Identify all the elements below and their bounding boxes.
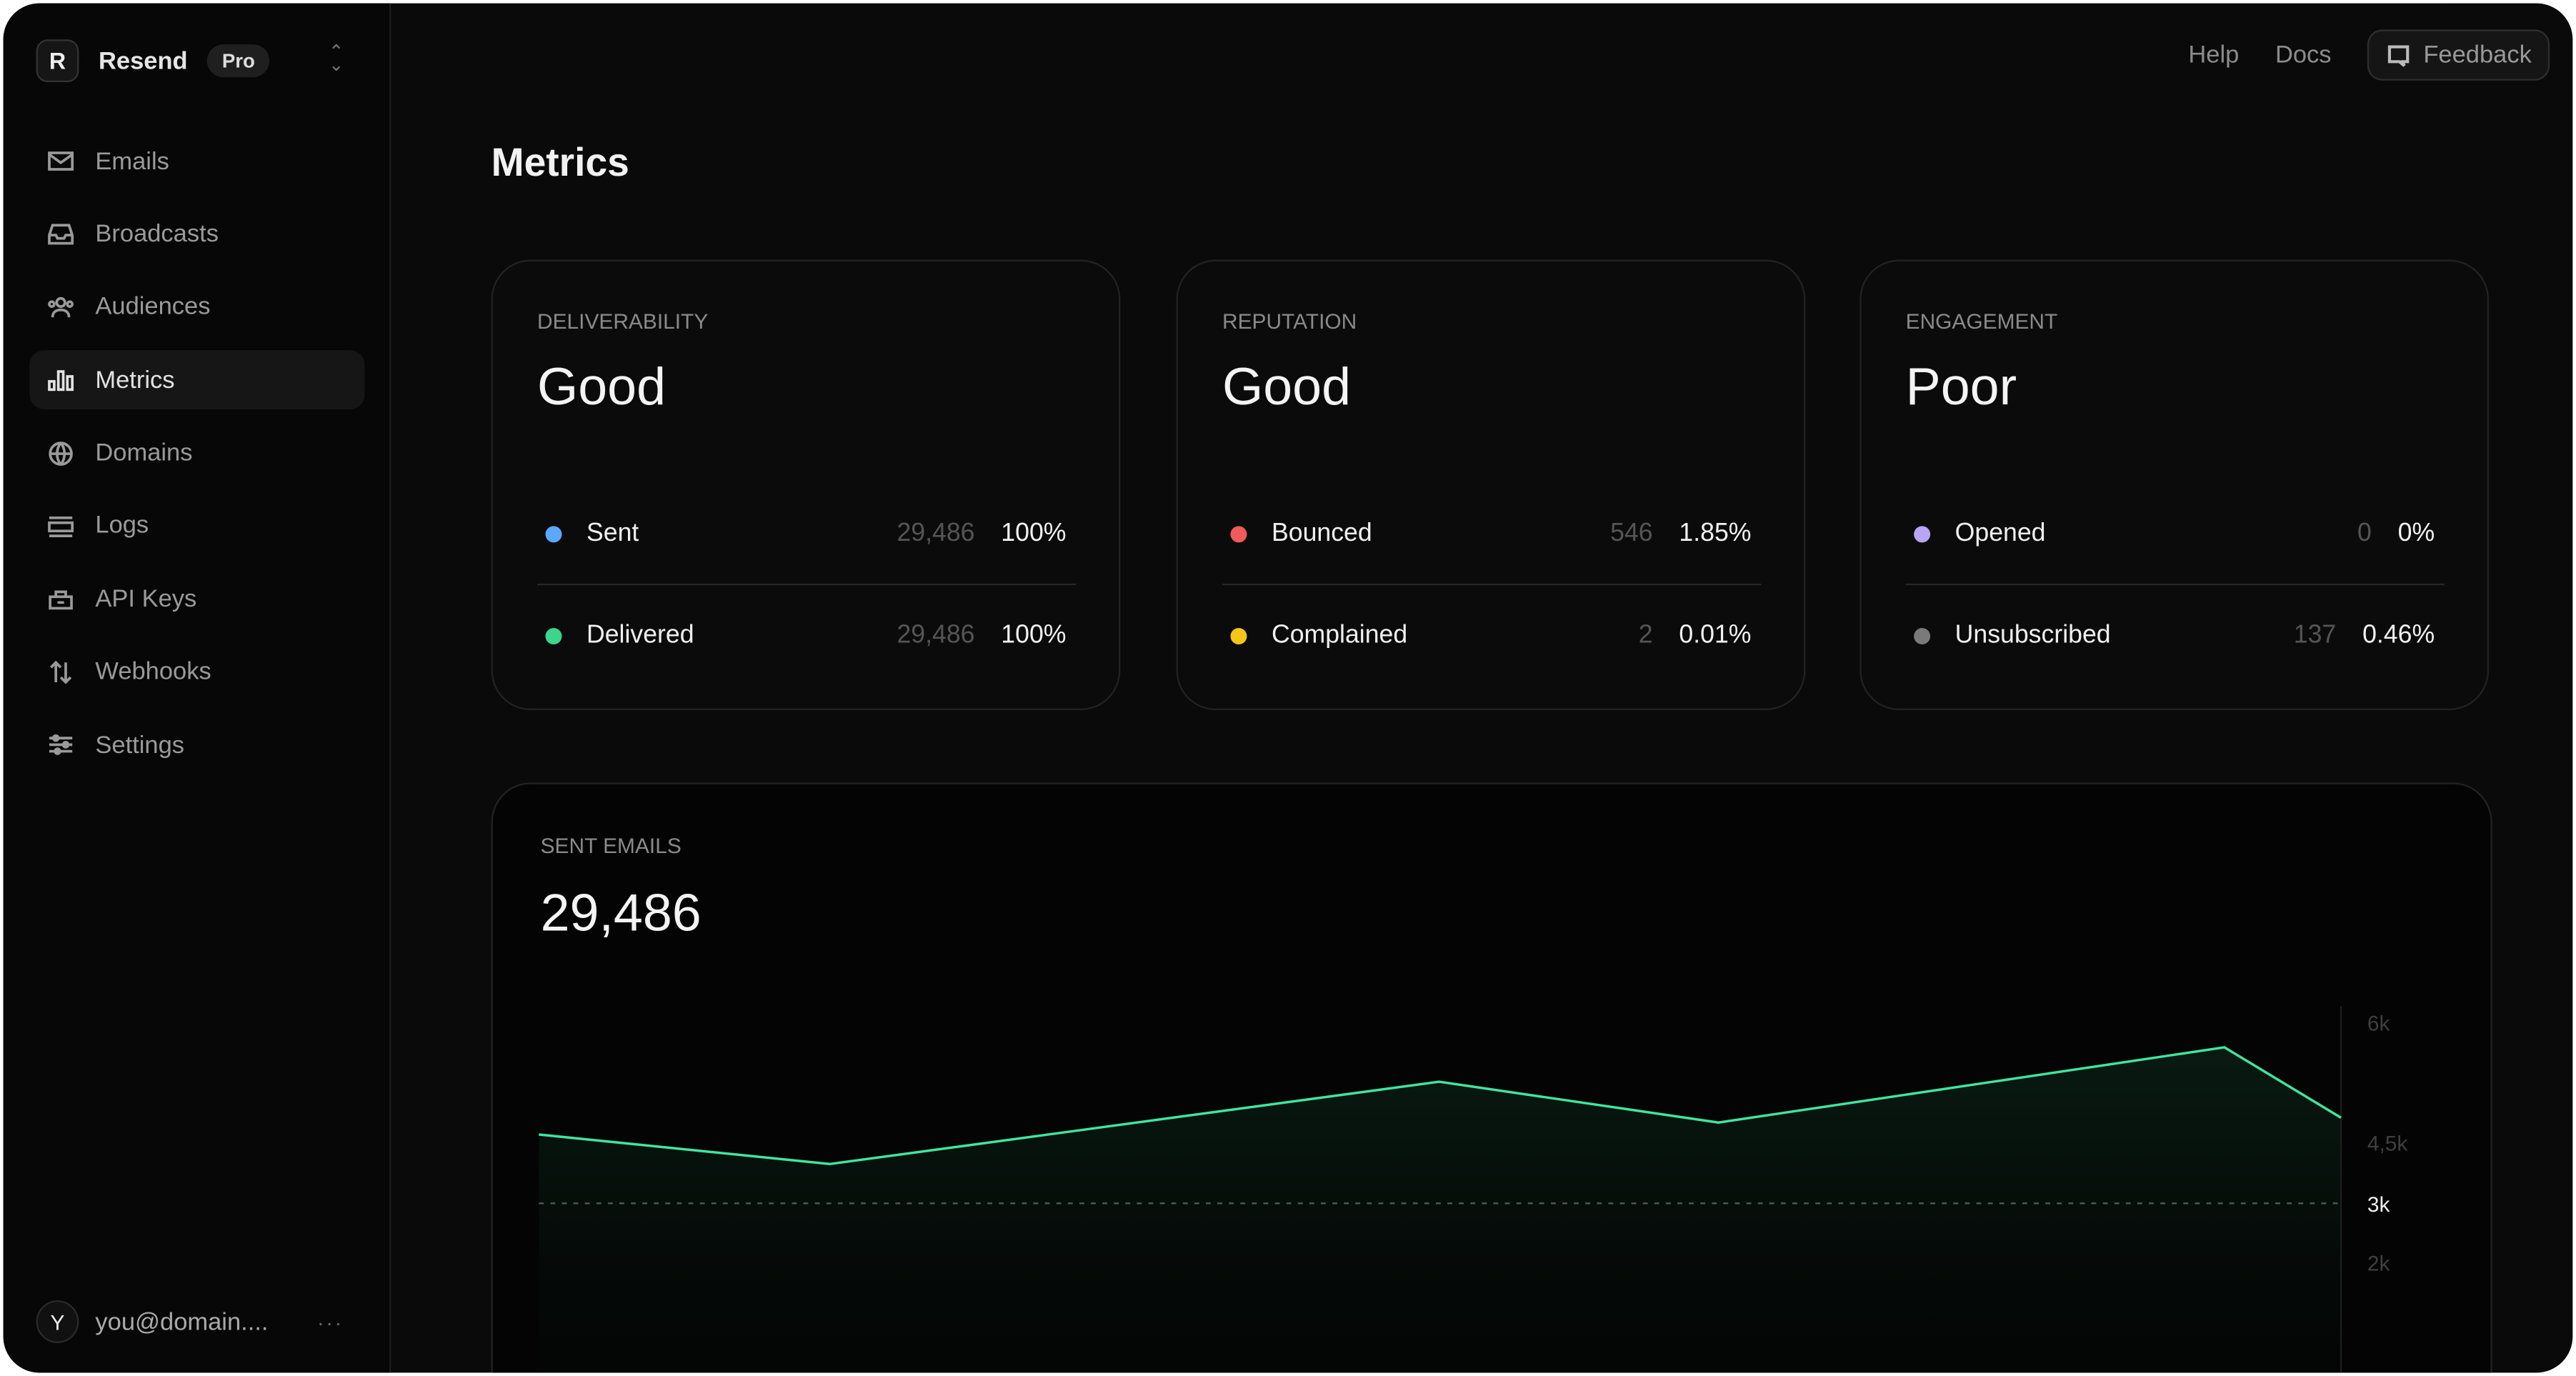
sidebar-item-audiences[interactable]: Audiences xyxy=(29,277,364,336)
sidebar-item-label: Domains xyxy=(95,439,193,467)
status-dot-icon xyxy=(545,526,562,543)
sidebar-item-label: API Keys xyxy=(95,584,197,613)
metric-count: 137 xyxy=(2293,621,2337,649)
message-square-icon xyxy=(2388,44,2410,66)
metric-name: Opened xyxy=(1955,519,2046,548)
help-link[interactable]: Help xyxy=(2188,41,2240,69)
logs-icon xyxy=(48,516,74,537)
lock-icon xyxy=(49,591,73,611)
engagement-card: ENGAGEMENT Poor Opened 0 0% Unsubscribed 13… xyxy=(1859,259,2490,711)
metric-count: 546 xyxy=(1610,519,1653,548)
metric-row-unsubscribed: Unsubscribed 137 0.46% xyxy=(1906,619,2445,652)
sidebar-item-domains[interactable]: Domains xyxy=(29,424,364,483)
brand-name: Resend xyxy=(98,46,188,75)
sidebar-item-webhooks[interactable]: Webhooks xyxy=(29,642,364,702)
status-dot-icon xyxy=(1914,627,1931,644)
sent-total: 29,486 xyxy=(540,882,702,942)
reputation-card: REPUTATION Good Bounced 546 1.85% Complain… xyxy=(1176,259,1806,711)
card-status: Poor xyxy=(1905,357,2017,417)
metric-count: 29,486 xyxy=(897,621,975,649)
arrows-up-down-icon xyxy=(49,660,72,684)
sidebar-item-logs[interactable]: Logs xyxy=(29,497,364,556)
feedback-label: Feedback xyxy=(2423,41,2532,69)
sent-emails-card: SENT EMAILS 29,486 xyxy=(491,782,2492,1373)
top-nav: Help Docs Feedback xyxy=(2188,29,2550,81)
sidebar-item-label: Settings xyxy=(95,731,185,759)
chevron-up-down-icon[interactable]: ⌃ ⌄ xyxy=(328,42,344,76)
inbox-icon xyxy=(48,224,74,246)
metric-percent: 0.01% xyxy=(1679,621,1752,649)
card-label: ENGAGEMENT xyxy=(1905,309,2058,334)
metric-count: 2 xyxy=(1638,621,1653,649)
sidebar-item-emails[interactable]: Emails xyxy=(29,131,364,191)
sidebar: R Resend Pro ⌃ ⌄ Emails Broadcasts Audien… xyxy=(3,3,391,1373)
metric-row-bounced: Bounced 546 1.85% xyxy=(1222,518,1761,551)
sidebar-item-label: Emails xyxy=(95,146,169,176)
sidebar-item-label: Metrics xyxy=(95,366,175,394)
sidebar-item-settings[interactable]: Settings xyxy=(29,715,364,774)
resend-logo: R xyxy=(36,39,79,83)
sidebar-item-label: Audiences xyxy=(95,293,211,321)
metric-percent: 100% xyxy=(1001,519,1067,548)
app-window: R Resend Pro ⌃ ⌄ Emails Broadcasts Audien… xyxy=(3,3,2573,1373)
sidebar-item-label: Webhooks xyxy=(95,657,211,687)
sidebar-nav: Emails Broadcasts Audiences Metrics Doma… xyxy=(29,131,365,788)
sidebar-item-metrics[interactable]: Metrics xyxy=(29,350,365,410)
metric-name: Delivered xyxy=(586,621,694,649)
more-options-icon[interactable]: ··· xyxy=(316,1309,344,1335)
docs-link[interactable]: Docs xyxy=(2275,41,2332,69)
deliverability-card: DELIVERABILITY Good Sent 29,486 100% Deliv… xyxy=(491,259,1121,711)
status-dot-icon xyxy=(1230,526,1247,543)
user-email: you@domain.... xyxy=(95,1307,269,1336)
sliders-icon xyxy=(49,734,73,756)
sidebar-item-broadcasts[interactable]: Broadcasts xyxy=(29,204,364,264)
metric-row-opened: Opened 0 0% xyxy=(1906,518,2445,551)
card-status: Good xyxy=(1222,357,1352,417)
metric-name: Unsubscribed xyxy=(1955,621,2111,649)
feedback-button[interactable]: Feedback xyxy=(2367,29,2550,81)
card-label: SENT EMAILS xyxy=(540,833,682,859)
metric-count: 0 xyxy=(2357,519,2372,548)
status-dot-icon xyxy=(1914,526,1931,543)
avatar: Y xyxy=(36,1300,79,1343)
divider xyxy=(1222,583,1762,586)
mail-icon xyxy=(48,151,74,171)
metric-row-delivered: Delivered 29,486 100% xyxy=(537,619,1076,652)
metric-count: 29,486 xyxy=(897,519,975,548)
divider xyxy=(1905,583,2445,586)
bar-chart-icon xyxy=(48,370,74,392)
card-label: REPUTATION xyxy=(1222,309,1357,334)
globe-icon xyxy=(49,441,73,465)
metric-percent: 100% xyxy=(1001,621,1067,649)
page-title: Metrics xyxy=(491,141,629,186)
metric-row-sent: Sent 29,486 100% xyxy=(537,518,1076,551)
metric-row-complained: Complained 2 0.01% xyxy=(1222,619,1761,652)
card-status: Good xyxy=(537,357,667,417)
plan-badge: Pro xyxy=(207,44,270,78)
metric-name: Bounced xyxy=(1271,519,1372,548)
metric-name: Complained xyxy=(1271,621,1408,649)
sidebar-item-api-keys[interactable]: API Keys xyxy=(29,569,364,629)
user-menu[interactable]: Y you@domain.... ··· xyxy=(36,1300,356,1343)
metric-percent: 1.85% xyxy=(1679,519,1752,548)
sidebar-item-label: Broadcasts xyxy=(95,220,219,249)
status-dot-icon xyxy=(1230,627,1247,644)
users-icon xyxy=(48,296,74,317)
divider xyxy=(537,583,1077,586)
card-label: DELIVERABILITY xyxy=(537,309,709,334)
sidebar-item-label: Logs xyxy=(95,512,149,540)
team-switcher[interactable]: R Resend Pro xyxy=(36,39,270,83)
metric-name: Sent xyxy=(586,519,639,548)
metric-percent: 0% xyxy=(2397,519,2435,548)
metric-percent: 0.46% xyxy=(2362,621,2435,649)
status-dot-icon xyxy=(545,627,562,644)
